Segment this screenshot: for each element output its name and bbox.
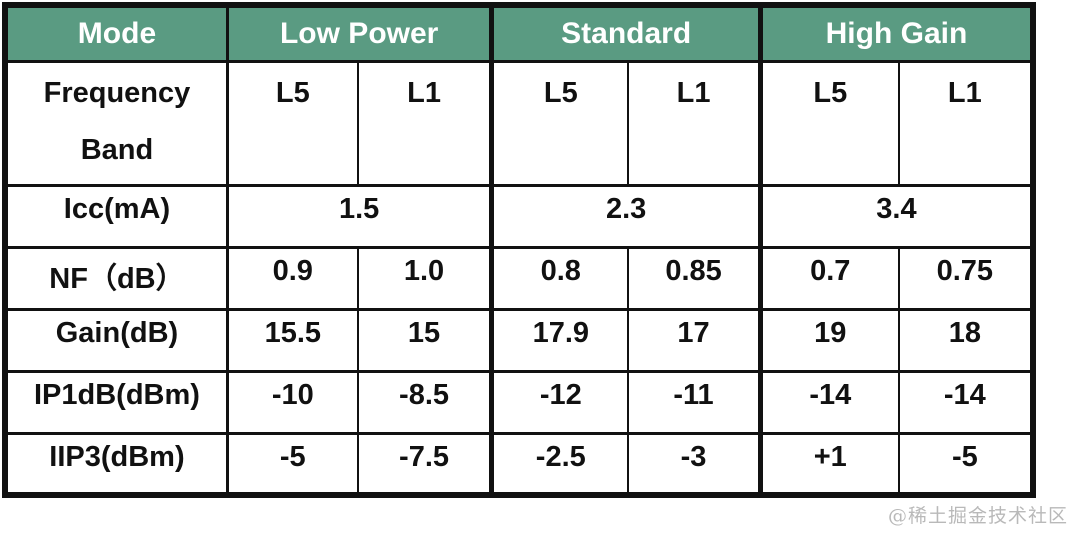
frequency-band-line1: Frequency (43, 76, 191, 109)
header-high-gain: High Gain (757, 4, 1034, 63)
iip3-hg-l1: -5 (897, 431, 1035, 497)
band-cell-lp-l5: L5 (225, 59, 359, 187)
frequency-band-line2: Band (80, 133, 154, 166)
nf-lp-l5: 0.9 (225, 245, 359, 311)
nf-lp-l1: 1.0 (356, 245, 493, 311)
iip3-std-l5: -2.5 (489, 431, 630, 497)
gain-lp-l1: 15 (356, 307, 493, 373)
ip1db-row: IP1dB(dBm) -10 -8.5 -12 -11 -14 -14 (3, 369, 1035, 435)
nf-std-l5: 0.8 (489, 245, 630, 311)
frequency-band-row: Frequency Band L5 L1 L5 L1 L5 L1 (3, 59, 1035, 187)
lna-spec-table: Mode Low Power Standard High Gain Freque… (2, 2, 1036, 498)
iip3-row: IIP3(dBm) -5 -7.5 -2.5 -3 +1 -5 (3, 431, 1035, 497)
watermark-text: @稀土掘金技术社区 (887, 505, 1068, 527)
band-cell-hg-l5: L5 (757, 59, 900, 187)
row-label-ip1db: IP1dB(dBm) (3, 369, 229, 435)
ip1db-std-l1: -11 (627, 369, 762, 435)
gain-hg-l5: 19 (757, 307, 900, 373)
gain-hg-l1: 18 (897, 307, 1035, 373)
ip1db-hg-l1: -14 (897, 369, 1035, 435)
gain-lp-l5: 15.5 (225, 307, 359, 373)
nf-std-l1: 0.85 (627, 245, 762, 311)
iip3-hg-l5: +1 (757, 431, 900, 497)
band-cell-lp-l1: L1 (356, 59, 493, 187)
iip3-std-l1: -3 (627, 431, 762, 497)
header-low-power: Low Power (225, 4, 493, 63)
header-mode: Mode (3, 4, 229, 63)
header-standard: Standard (489, 4, 762, 63)
row-label-nf: NF（dB） (3, 245, 229, 311)
band-cell-std-l1: L1 (627, 59, 762, 187)
iip3-lp-l1: -7.5 (356, 431, 493, 497)
nf-hg-l5: 0.7 (757, 245, 900, 311)
ip1db-lp-l1: -8.5 (356, 369, 493, 435)
ip1db-hg-l5: -14 (757, 369, 900, 435)
icc-row: Icc(mA) 1.5 2.3 3.4 (3, 183, 1034, 249)
row-label-iip3: IIP3(dBm) (3, 431, 229, 497)
icc-low-power: 1.5 (225, 183, 493, 249)
gain-row: Gain(dB) 15.5 15 17.9 17 19 18 (3, 307, 1035, 373)
nf-row: NF（dB） 0.9 1.0 0.8 0.85 0.7 0.75 (3, 245, 1035, 311)
nf-hg-l1: 0.75 (897, 245, 1035, 311)
gain-std-l5: 17.9 (489, 307, 630, 373)
iip3-lp-l5: -5 (225, 431, 359, 497)
gain-std-l1: 17 (627, 307, 762, 373)
row-label-gain: Gain(dB) (3, 307, 229, 373)
header-row: Mode Low Power Standard High Gain (3, 4, 1034, 63)
icc-standard: 2.3 (489, 183, 762, 249)
band-cell-std-l5: L5 (489, 59, 630, 187)
band-cell-hg-l1: L1 (897, 59, 1035, 187)
ip1db-lp-l5: -10 (225, 369, 359, 435)
row-label-icc: Icc(mA) (3, 183, 229, 249)
icc-high-gain: 3.4 (757, 183, 1034, 249)
ip1db-std-l5: -12 (489, 369, 630, 435)
row-label-frequency-band: Frequency Band (3, 59, 229, 187)
